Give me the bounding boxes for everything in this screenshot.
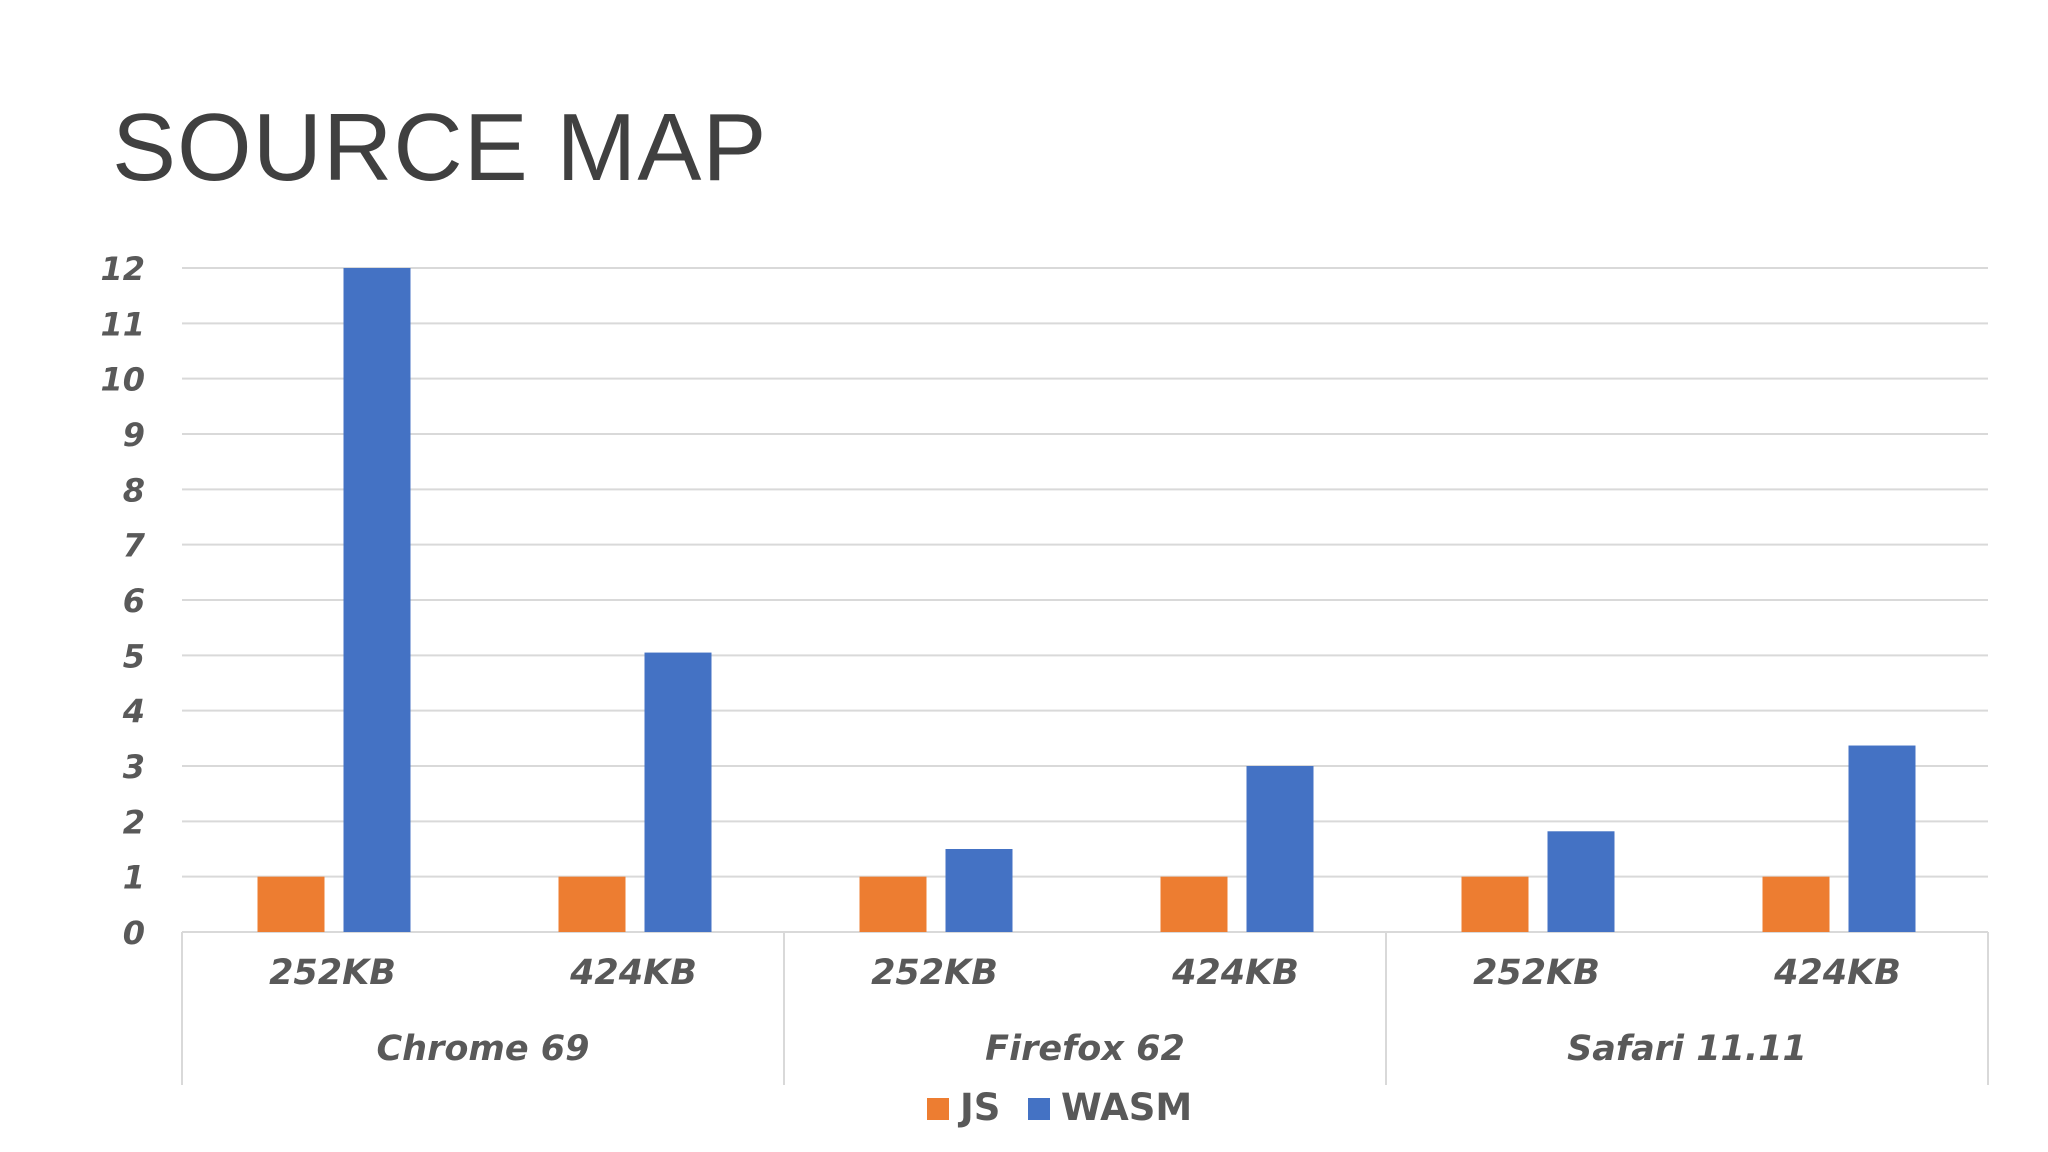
legend-swatch-js	[927, 1098, 949, 1120]
y-tick-label: 1	[123, 859, 145, 897]
y-tick-label: 2	[123, 803, 145, 841]
y-tick-label: 10	[100, 361, 145, 399]
y-tick-label: 4	[122, 693, 145, 731]
bar-js	[1762, 876, 1830, 932]
category-label: 424KB	[1773, 953, 1901, 993]
y-tick-label: 11	[100, 305, 145, 343]
bar-wasm	[644, 652, 712, 932]
bar-wasm	[1547, 831, 1615, 932]
category-label: 424KB	[569, 953, 697, 993]
bar-js	[1160, 876, 1228, 932]
bar-js	[558, 876, 626, 932]
category-label: 252KB	[269, 953, 396, 993]
bar-wasm	[1848, 745, 1916, 932]
bar-js	[257, 876, 325, 932]
y-tick-label: 3	[123, 748, 145, 786]
y-tick-label: 6	[123, 582, 145, 620]
y-tick-label: 5	[123, 637, 145, 675]
category-label: 252KB	[1473, 953, 1600, 993]
category-label: 252KB	[871, 953, 998, 993]
legend-swatch-wasm	[1028, 1098, 1050, 1120]
bar-wasm	[1246, 766, 1314, 932]
y-tick-label: 8	[123, 471, 145, 509]
bar-wasm	[945, 849, 1013, 932]
y-tick-label: 12	[100, 250, 145, 288]
y-tick-label: 0	[123, 914, 145, 952]
group-label: Safari 11.11	[1567, 1029, 1807, 1069]
y-tick-label: 7	[123, 527, 146, 565]
bar-wasm	[343, 268, 411, 932]
category-label: 424KB	[1171, 953, 1299, 993]
legend-label-js: JS	[957, 1086, 1000, 1129]
bar-js	[859, 876, 927, 932]
group-label: Firefox 62	[985, 1029, 1185, 1069]
legend-label-wasm: WASM	[1061, 1086, 1192, 1129]
y-tick-label: 9	[123, 416, 145, 454]
group-label: Chrome 69	[376, 1029, 589, 1069]
bar-js	[1461, 876, 1529, 932]
slide-title: SOURCE MAP	[112, 94, 768, 201]
